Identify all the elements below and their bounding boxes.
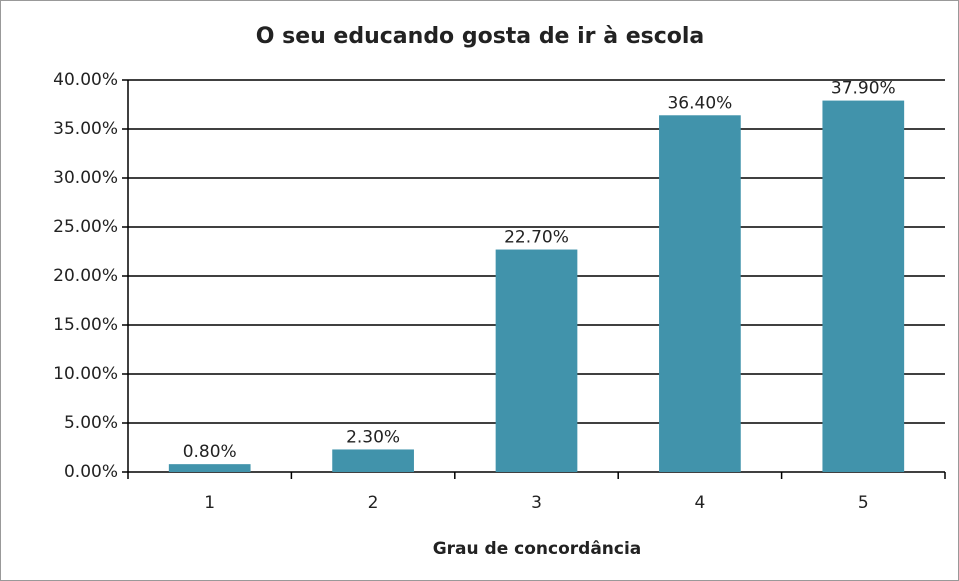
y-tick-label: 20.00% — [53, 266, 118, 286]
y-tick-label: 5.00% — [64, 413, 118, 433]
bar — [332, 449, 414, 472]
bar — [495, 249, 578, 472]
bar — [168, 464, 251, 472]
y-tick-label: 0.00% — [64, 462, 118, 482]
x-tick-label: 1 — [204, 493, 215, 513]
y-tick-label: 15.00% — [53, 315, 118, 335]
chart-title: O seu educando gosta de ir à escola — [256, 24, 705, 49]
x-tick-label: 3 — [531, 493, 542, 513]
x-tick-label: 4 — [694, 493, 705, 513]
data-label: 37.90% — [831, 79, 896, 99]
y-tick-label: 40.00% — [53, 70, 118, 90]
x-axis-label: Grau de concordância — [433, 539, 642, 559]
bar — [659, 115, 741, 472]
y-tick-label: 30.00% — [53, 168, 118, 188]
y-tick-label: 25.00% — [53, 217, 118, 237]
x-tick-label: 5 — [858, 493, 869, 513]
y-tick-label: 35.00% — [53, 119, 118, 139]
bar — [822, 100, 905, 472]
data-label: 22.70% — [504, 228, 569, 248]
y-tick-label: 10.00% — [53, 364, 118, 384]
data-label: 0.80% — [183, 442, 237, 462]
data-label: 36.40% — [667, 93, 732, 113]
x-tick-label: 2 — [368, 493, 379, 513]
data-label: 2.30% — [346, 427, 400, 447]
